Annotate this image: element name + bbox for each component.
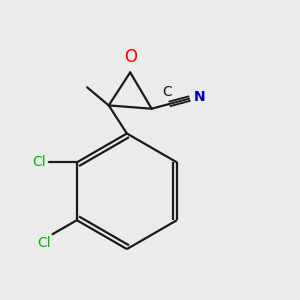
- Text: N: N: [194, 90, 206, 104]
- Text: Cl: Cl: [32, 155, 46, 170]
- Text: C: C: [163, 85, 172, 99]
- Text: Cl: Cl: [37, 236, 51, 250]
- Text: O: O: [124, 48, 137, 66]
